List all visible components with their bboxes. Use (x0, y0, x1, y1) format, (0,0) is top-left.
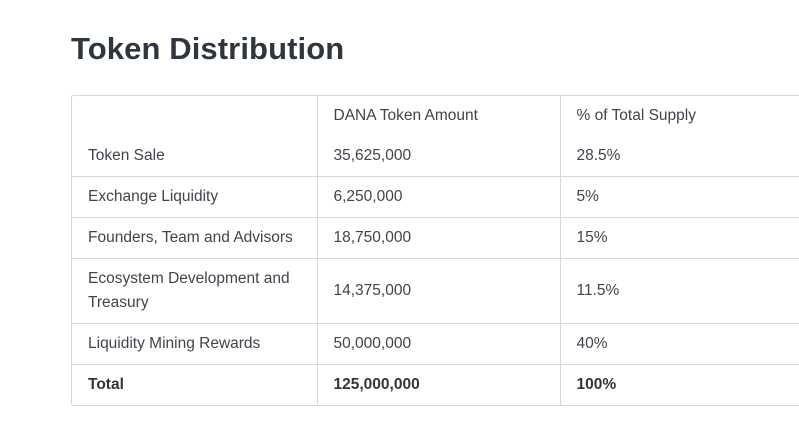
row-label: Ecosystem Development and Treasury (72, 258, 318, 324)
header-category (72, 96, 318, 136)
row-percent: 40% (560, 323, 799, 365)
distribution-table: DANA Token Amount % of Total Supply Toke… (72, 96, 799, 405)
row-label: Founders, Team and Advisors (72, 217, 318, 259)
table-row: Token Sale 35,625,000 28.5% (72, 136, 799, 177)
total-label: Total (72, 364, 318, 405)
table-row: Exchange Liquidity 6,250,000 5% (72, 176, 799, 218)
table-total-row: Total 125,000,000 100% (72, 364, 799, 405)
table-row: Ecosystem Development and Treasury 14,37… (72, 258, 799, 324)
row-amount: 14,375,000 (317, 258, 561, 324)
row-percent: 15% (560, 217, 799, 259)
table-header-row: DANA Token Amount % of Total Supply (72, 96, 799, 136)
row-label: Exchange Liquidity (72, 176, 318, 218)
header-amount: DANA Token Amount (317, 96, 561, 136)
total-amount: 125,000,000 (317, 364, 561, 405)
page-title: Token Distribution (71, 31, 345, 66)
row-amount: 6,250,000 (317, 176, 561, 218)
row-amount: 35,625,000 (317, 136, 561, 177)
row-percent: 11.5% (560, 258, 799, 324)
total-percent: 100% (576, 376, 617, 393)
row-percent: 28.5% (560, 136, 799, 177)
row-label: Token Sale (72, 136, 318, 177)
table-row: Founders, Team and Advisors 18,750,000 1… (72, 217, 799, 259)
distribution-table-container: DANA Token Amount % of Total Supply Toke… (71, 95, 799, 406)
row-label: Liquidity Mining Rewards (72, 323, 318, 365)
row-percent: 5% (560, 176, 799, 218)
row-amount: 18,750,000 (317, 217, 561, 259)
header-percent: % of Total Supply (576, 107, 696, 124)
table-row: Liquidity Mining Rewards 50,000,000 40% (72, 323, 799, 365)
row-amount: 50,000,000 (317, 323, 561, 365)
